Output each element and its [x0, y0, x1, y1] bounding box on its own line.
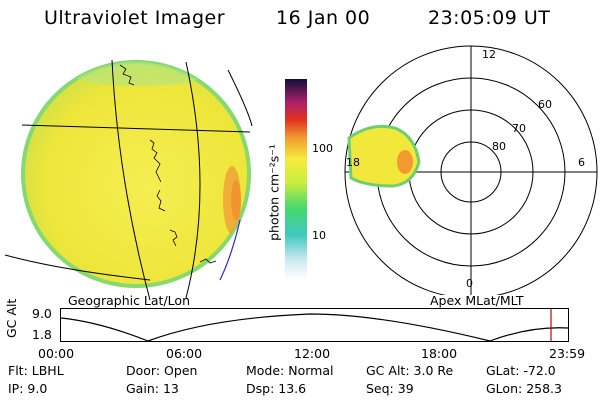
status-glat: GLat: -72.0 — [486, 363, 556, 378]
mlt-label-6: 6 — [578, 156, 585, 169]
polar-plot — [344, 45, 598, 295]
status-flt: Flt: LBHL — [8, 363, 64, 378]
time-label: 23:05:09 UT — [428, 7, 551, 29]
altitude-curve — [60, 313, 569, 342]
orbit-ylabel: GC Alt — [4, 298, 19, 338]
status-seq: Seq: 39 — [366, 381, 414, 396]
status-ip: IP: 9.0 — [8, 381, 48, 396]
colorbar-tick-10: 10 — [312, 229, 326, 242]
limb-line — [219, 219, 241, 281]
orbit-xtick-0000: 00:00 — [38, 346, 75, 361]
mlt-label-0: 0 — [466, 277, 473, 290]
mlt-label-12: 12 — [482, 48, 496, 61]
earth-disk — [21, 60, 251, 288]
colorbar-tick-100: 100 — [312, 142, 333, 155]
orbit-xtick-1800: 18:00 — [421, 346, 458, 361]
geographic-image-panel — [4, 59, 253, 300]
geo-panel-label: Geographic Lat/Lon — [68, 293, 190, 308]
orbit-xtick-2359: 23:59 — [549, 346, 586, 361]
mlt-label-18: 18 — [346, 156, 360, 169]
orbit-xtick-1200: 12:00 — [294, 346, 331, 361]
status-gc-alt: GC Alt: 3.0 Re — [366, 363, 454, 378]
orbit-ytick-9: 9.0 — [32, 306, 52, 321]
status-door: Door: Open — [126, 363, 198, 378]
polar-panel-label: Apex MLat/MLT — [430, 293, 524, 308]
orbit-altitude-plot — [60, 308, 569, 342]
color-scale-bar — [285, 79, 307, 279]
orbit-xtick-0600: 06:00 — [166, 346, 203, 361]
status-mode: Mode: Normal — [246, 363, 334, 378]
orbit-ytick-1-8: 1.8 — [32, 327, 52, 342]
colorbar-unit-label: photon cm⁻²s⁻¹ — [266, 144, 282, 241]
mlat-label-60: 60 — [538, 98, 552, 111]
status-glon: GLon: 258.3 — [486, 381, 562, 396]
date-label: 16 Jan 00 — [276, 7, 371, 29]
mlat-label-80: 80 — [492, 140, 506, 153]
instrument-title: Ultraviolet Imager — [44, 7, 226, 29]
status-dsp: Dsp: 13.6 — [246, 381, 307, 396]
mlat-label-70: 70 — [512, 122, 526, 135]
status-gain: Gain: 13 — [126, 381, 179, 396]
